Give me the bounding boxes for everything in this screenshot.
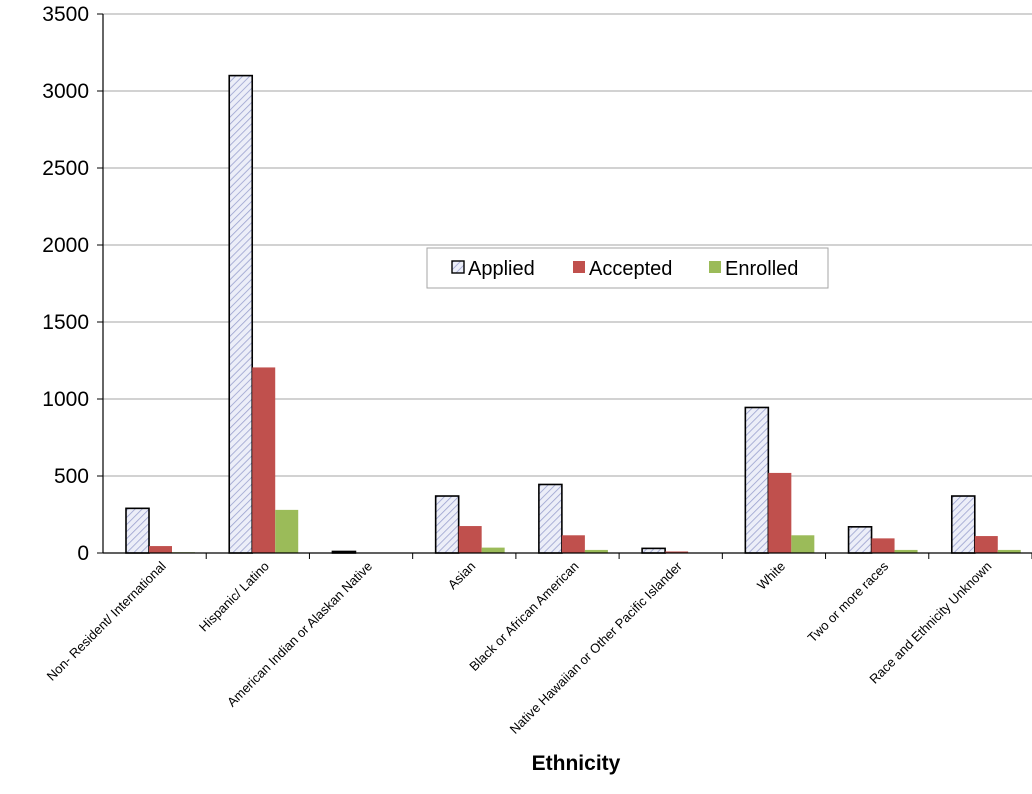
- x-tick-label: Native Hawaiian or Other Pacific Islande…: [507, 558, 686, 737]
- x-tick-label: Asian: [445, 559, 479, 593]
- bar-applied: [125, 507, 150, 554]
- bars: [125, 74, 1032, 559]
- x-tick-label: White: [754, 559, 788, 593]
- y-tick-label: 2000: [42, 234, 89, 257]
- bar-applied: [538, 483, 563, 554]
- bar-accepted: [458, 526, 482, 553]
- x-tick-label: Hispanic/ Latino: [196, 559, 272, 635]
- x-tick-label: Two or more races: [805, 558, 892, 645]
- legend-swatch-enrolled: [709, 261, 721, 273]
- x-tick-label: Non- Resident/ International: [44, 558, 169, 683]
- bar-enrolled: [481, 547, 505, 553]
- legend-box: [426, 247, 829, 289]
- bar-applied: [847, 526, 873, 554]
- y-tick-label: 500: [54, 465, 89, 488]
- bar-enrolled: [894, 549, 918, 553]
- bar-enrolled: [275, 509, 299, 553]
- y-tick-labels: 0 500 1000 1500 2000 2500 3000 3500: [42, 3, 103, 565]
- y-tick-label: 2500: [42, 157, 89, 180]
- bar-applied: [434, 495, 460, 554]
- y-tick-label: 3500: [42, 3, 89, 26]
- bar-applied: [744, 406, 770, 554]
- x-tick-label: Race and Ethnicity Unknown: [866, 559, 994, 687]
- y-tick-label: 3000: [42, 80, 89, 103]
- legend: Applied Accepted Enrolled: [426, 247, 829, 289]
- bar-enrolled: [791, 535, 815, 553]
- y-tick-label: 1000: [42, 388, 89, 411]
- legend-label-applied: Applied: [468, 258, 535, 280]
- x-axis-title: Ethnicity: [532, 752, 621, 775]
- y-tick-label: 1500: [42, 311, 89, 334]
- bar-enrolled: [584, 549, 608, 553]
- bar-enrolled: [997, 549, 1021, 553]
- bar-accepted: [252, 367, 276, 553]
- legend-label-accepted: Accepted: [589, 258, 672, 280]
- bar-accepted: [768, 472, 792, 553]
- bar-accepted: [871, 538, 895, 553]
- legend-swatch-applied: [451, 260, 465, 274]
- x-tick-label: Black or African American: [466, 559, 581, 674]
- bar-accepted: [149, 546, 172, 553]
- bar-applied: [641, 547, 666, 554]
- legend-swatch-accepted: [573, 261, 585, 273]
- bar-accepted: [561, 535, 585, 553]
- y-tick-label: 0: [77, 542, 89, 565]
- bar-applied: [228, 74, 254, 554]
- legend-label-enrolled: Enrolled: [725, 258, 798, 280]
- bar-accepted: [665, 551, 689, 553]
- bar-applied: [950, 495, 976, 554]
- x-tick-labels: Non- Resident/ International Hispanic/ La…: [44, 558, 995, 737]
- bar-accepted: [974, 536, 998, 553]
